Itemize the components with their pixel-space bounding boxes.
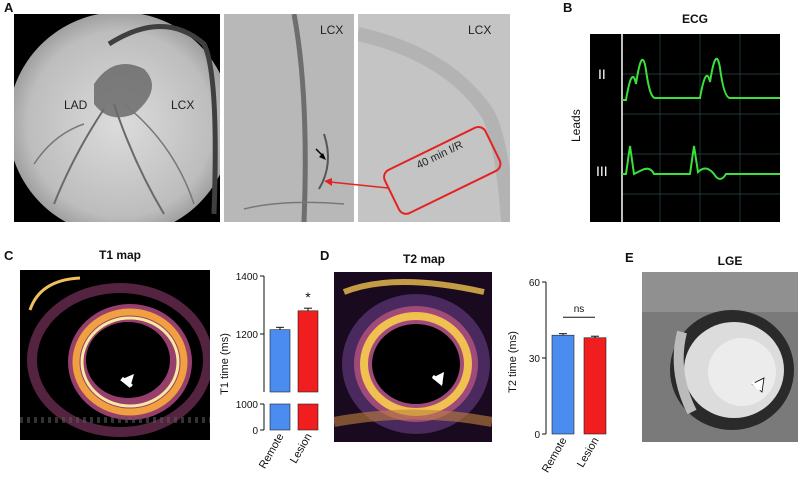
angiogram-zoom-baseline: LCX — [224, 14, 354, 222]
ecg-trace-panel: II III — [590, 34, 780, 222]
lcx-label-zoom: LCX — [320, 23, 343, 37]
t2-bar-chart: T2 time (ms) 0 30 60 Remote Lesion ns — [507, 278, 607, 475]
lead-ii-label: II — [598, 66, 606, 82]
lead-iii-trace — [622, 145, 780, 180]
lead-ii-trace — [622, 57, 780, 101]
t1-map-image — [20, 270, 210, 440]
angiogram-overview: LAD LCX — [14, 14, 220, 222]
t2-y-axis-label: T2 time (ms) — [507, 331, 519, 393]
t1-significance-label: * — [305, 289, 311, 305]
t1-y-axis-label: T1 time (ms) — [220, 333, 231, 395]
t1-y-tick-label: 1400 — [236, 272, 259, 283]
t1-x-tick-label: Remote — [257, 432, 287, 471]
lge-lesion-arrow-icon — [750, 377, 765, 393]
t1-y-tick-label: 1000 — [236, 400, 259, 411]
t2-bar-remote — [551, 334, 575, 435]
ecg-title: ECG — [681, 12, 708, 26]
ir-region-box — [383, 125, 502, 215]
t1-bar-upper-remote — [269, 329, 291, 393]
red-connector-arrow-icon — [324, 178, 389, 189]
panel-e-letter: E — [625, 250, 634, 265]
lead-iii-label: III — [596, 163, 608, 179]
t2-significance-label: ns — [574, 304, 585, 315]
t1-bar-lower-lesion — [297, 403, 319, 431]
panel-a-letter: A — [4, 0, 14, 15]
t1-x-tick-label: Lesion — [288, 432, 315, 466]
t2-x-tick-label: Remote — [540, 436, 570, 475]
t2-bar-lesion — [583, 337, 607, 435]
t2-y-tick-label: 0 — [534, 430, 540, 441]
panel-c-letter: C — [4, 248, 14, 263]
t2-x-tick-label: Lesion — [575, 436, 602, 470]
t2-y-tick-label: 30 — [529, 354, 541, 365]
t1-lesion-arrow-icon — [120, 374, 134, 388]
lge-title: LGE — [717, 254, 743, 268]
lcx-label: LCX — [171, 98, 194, 112]
lcx-label-ir: LCX — [468, 23, 491, 37]
panel-b-letter: B — [563, 0, 573, 15]
t2-map-image — [334, 272, 492, 442]
t1-bar-upper-lesion — [297, 310, 319, 393]
t2-y-tick-label: 60 — [529, 278, 541, 289]
t1-bar-lower-remote — [269, 403, 291, 431]
lge-image — [642, 272, 798, 442]
lad-label: LAD — [64, 98, 88, 112]
t1-map-title: T1 map — [98, 248, 141, 262]
leads-axis-label: Leads — [569, 109, 583, 142]
panel-d-letter: D — [320, 248, 330, 263]
t1-bar-chart: T1 time (ms) 1200 1400 0 1000 Remote Lesion * — [220, 272, 319, 471]
t1-y-tick-label: 0 — [252, 426, 258, 437]
t2-lesion-arrow-icon — [432, 372, 444, 386]
t1-y-tick-label: 1200 — [236, 330, 259, 341]
t2-map-title: T2 map — [402, 252, 445, 266]
